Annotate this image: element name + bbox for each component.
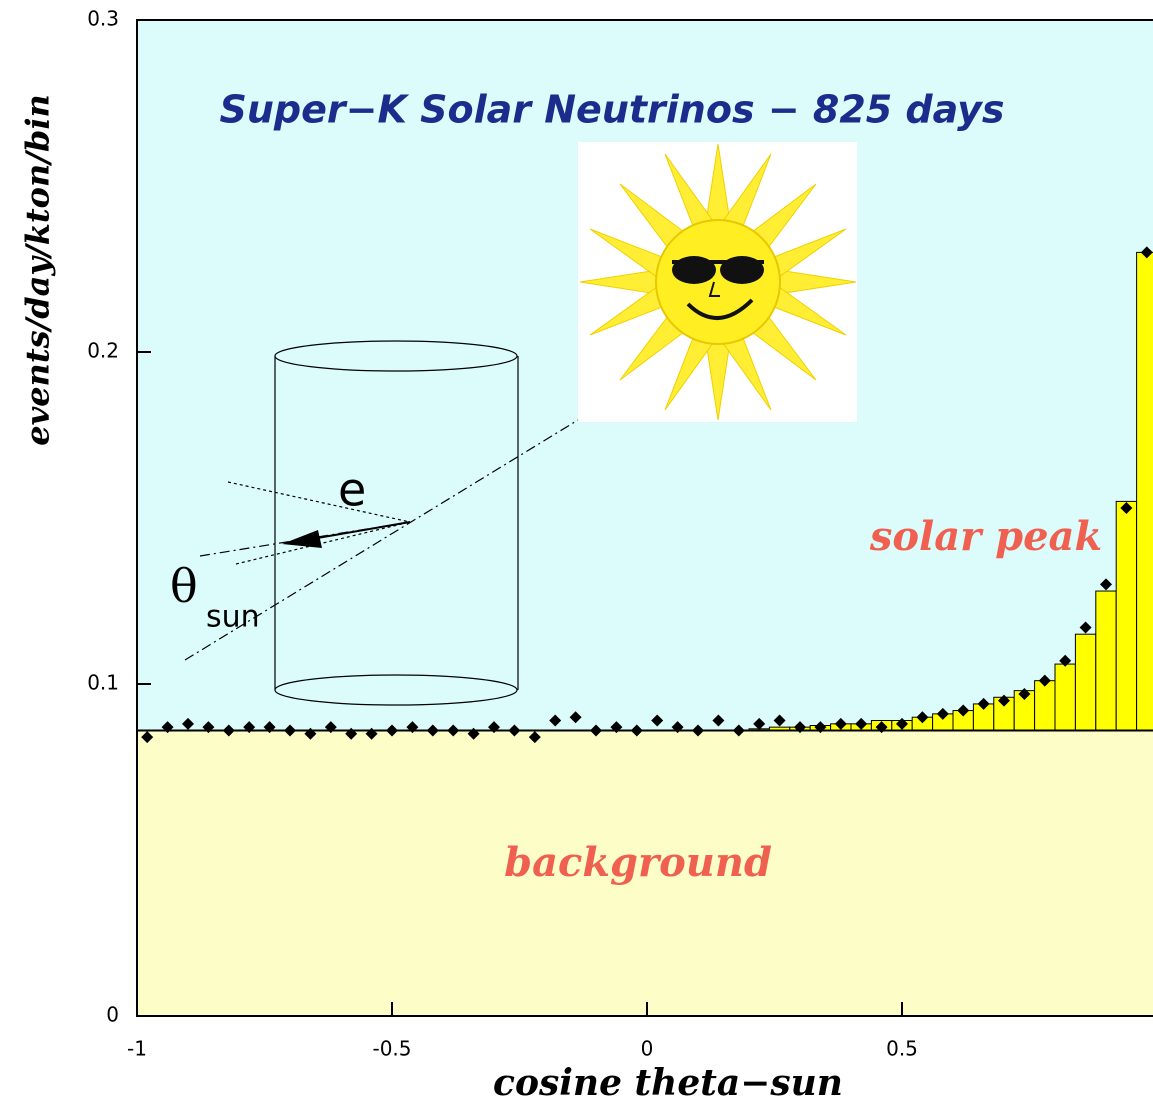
data-point (1038, 674, 1051, 687)
y-tick-label: 0.3 (87, 7, 119, 31)
data-point (814, 721, 827, 734)
y-tick-label: 0.2 (87, 339, 119, 363)
data-point (590, 724, 602, 737)
fit-bin (1136, 251, 1153, 731)
data-point (998, 694, 1010, 707)
data-point (957, 704, 970, 717)
data-point (896, 717, 908, 730)
data-point (1140, 246, 1153, 259)
data-point (753, 717, 766, 730)
data-point (467, 727, 480, 740)
data-point (345, 727, 358, 740)
fit-bin (1095, 590, 1117, 731)
background-region (137, 730, 1153, 1016)
data-point (1059, 654, 1072, 667)
data-point (651, 714, 664, 727)
theta-label: θ (170, 559, 198, 613)
data-point (671, 721, 684, 734)
solar-peak-label: solar peak (869, 513, 1102, 560)
x-tick-label: -1 (127, 1037, 147, 1061)
data-point (549, 714, 562, 727)
data-point (202, 721, 215, 734)
data-point (936, 707, 949, 720)
data-point (243, 721, 256, 734)
fit-bin (1115, 500, 1138, 731)
data-point (304, 727, 317, 740)
chart-title: Super−K Solar Neutrinos − 825 days (219, 88, 1004, 132)
data-point (161, 721, 174, 734)
data-point (426, 724, 439, 737)
x-tick-label: -0.5 (372, 1037, 411, 1061)
data-point (916, 711, 929, 724)
fit-bin (1074, 633, 1097, 731)
data-point (773, 714, 786, 727)
illustrations (184, 142, 857, 706)
x-axis-label: cosine theta−sun (493, 1062, 843, 1104)
data-point (365, 727, 378, 740)
y-tick-label: 0.1 (87, 671, 119, 695)
data-point (855, 717, 868, 730)
data-point (569, 711, 582, 724)
data-point (324, 721, 337, 734)
background-label: background (504, 839, 772, 886)
data-point (182, 717, 194, 730)
data-point (977, 697, 990, 710)
data-point (386, 724, 398, 737)
electron-label: e (338, 463, 366, 517)
data-point (528, 731, 541, 744)
data-point (141, 731, 154, 744)
data-point (630, 724, 643, 737)
y-tick-label: 0 (106, 1003, 119, 1027)
data-point (875, 721, 888, 734)
x-tick-label: 0.5 (886, 1037, 918, 1061)
data-point (610, 721, 623, 734)
fit-bin (1034, 680, 1056, 731)
data-point (406, 721, 419, 734)
y-axis-label: events/day/kton/bin (19, 94, 57, 446)
data-point (488, 721, 500, 734)
electron-arrow (282, 530, 322, 548)
data-point (794, 721, 806, 734)
sun-subscript: sun (206, 600, 260, 635)
fit-bin (1054, 663, 1076, 731)
data-point (1018, 687, 1031, 700)
data-point (732, 724, 745, 737)
plot-frame (136, 19, 1153, 1017)
data-point (263, 721, 276, 734)
data-point (1100, 578, 1112, 591)
data-point (284, 724, 296, 737)
data-point (1079, 621, 1092, 634)
sun-rays (579, 143, 857, 421)
data-point (447, 724, 460, 737)
x-tick-label: 0 (641, 1037, 654, 1061)
data-point (508, 724, 521, 737)
data-point (1120, 502, 1133, 515)
data-point (692, 724, 704, 737)
data-point (834, 717, 847, 730)
data-point (712, 714, 725, 727)
data-point (222, 724, 235, 737)
